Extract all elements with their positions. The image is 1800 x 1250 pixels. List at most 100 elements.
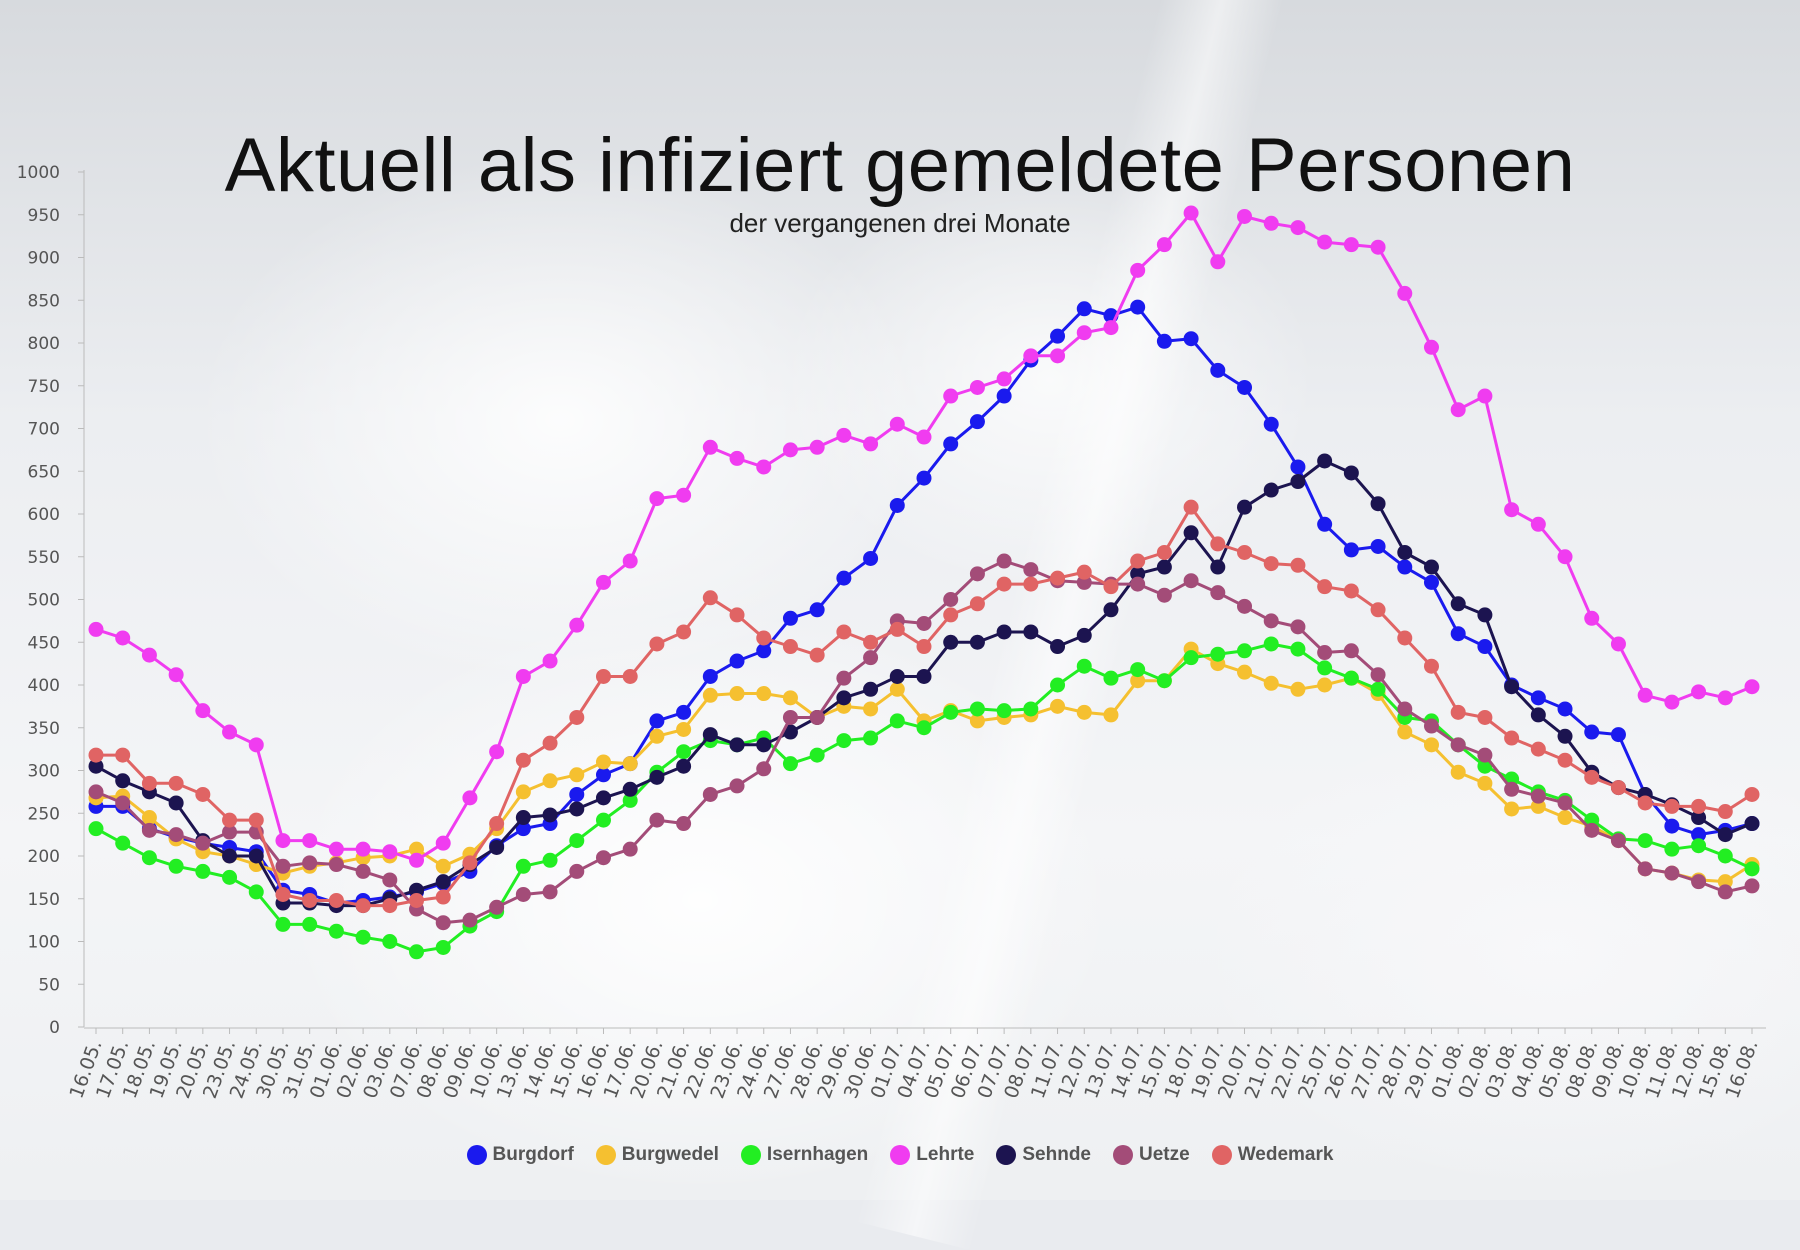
background-photo: [0, 0, 1800, 1200]
data-point: [435, 835, 451, 851]
data-point: [595, 668, 611, 684]
data-point: [542, 852, 558, 868]
data-point: [328, 841, 344, 857]
data-point: [382, 934, 398, 949]
data-point: [649, 769, 665, 785]
data-point: [1023, 624, 1039, 640]
data-point: [1530, 741, 1546, 757]
y-tick-label: 450: [28, 633, 60, 653]
data-point: [1050, 570, 1066, 586]
data-point: [622, 781, 638, 797]
y-tick-label: 550: [28, 548, 60, 568]
data-point: [1210, 254, 1226, 270]
y-tick-label: 700: [28, 420, 60, 440]
data-point: [328, 923, 344, 939]
data-point: [756, 737, 772, 753]
data-point: [569, 709, 585, 725]
data-point: [595, 767, 611, 783]
data-point: [1183, 525, 1199, 541]
data-point: [1076, 574, 1092, 590]
legend-item-burgdorf[interactable]: Burgdorf: [466, 1144, 574, 1166]
legend-marker: [595, 1145, 616, 1165]
data-point: [729, 450, 745, 466]
data-point: [676, 624, 692, 640]
data-point: [1290, 220, 1306, 236]
data-point: [115, 630, 131, 646]
data-point: [1584, 610, 1600, 626]
data-point: [1183, 331, 1199, 347]
data-point: [1156, 559, 1172, 575]
legend-item-sehnde[interactable]: Sehnde: [996, 1144, 1091, 1166]
y-tick-label: 300: [28, 762, 60, 782]
data-point: [409, 944, 425, 960]
data-point: [1397, 544, 1413, 560]
data-point: [515, 784, 531, 800]
legend-item-uetze[interactable]: Uetze: [1113, 1144, 1190, 1166]
data-point: [595, 812, 611, 828]
data-point: [1076, 627, 1092, 643]
data-point: [141, 775, 157, 791]
data-point: [1530, 690, 1546, 706]
data-point: [595, 574, 611, 590]
data-point: [542, 735, 558, 751]
data-point: [996, 624, 1012, 640]
legend-item-isernhagen[interactable]: Isernhagen: [740, 1144, 868, 1166]
data-point: [1450, 764, 1466, 780]
data-point: [1076, 658, 1092, 674]
data-point: [275, 833, 291, 849]
data-point: [355, 841, 371, 857]
data-point: [1584, 769, 1600, 785]
data-point: [1691, 684, 1707, 700]
data-point: [676, 487, 692, 503]
data-point: [302, 833, 318, 849]
data-point: [622, 553, 638, 569]
data-point: [248, 884, 264, 900]
data-point: [1610, 636, 1626, 652]
data-point: [1103, 707, 1119, 723]
data-point: [702, 687, 718, 703]
series-line: [95, 211, 1753, 862]
data-point: [836, 690, 852, 706]
data-point: [1610, 780, 1626, 796]
data-point: [1557, 701, 1573, 717]
data-point: [1103, 670, 1119, 686]
data-point: [1210, 559, 1226, 575]
data-point: [1664, 865, 1680, 881]
data-point: [595, 754, 611, 770]
data-point: [1530, 788, 1546, 804]
y-tick-label: 600: [28, 505, 60, 525]
data-point: [1423, 559, 1439, 575]
data-point: [1664, 798, 1680, 814]
data-point: [569, 801, 585, 817]
data-point: [943, 634, 959, 650]
data-point: [782, 639, 798, 655]
data-point: [969, 379, 985, 395]
series-group: [88, 205, 1760, 960]
data-point: [916, 429, 932, 445]
legend-item-lehrte[interactable]: Lehrte: [890, 1144, 974, 1166]
data-point: [1343, 583, 1359, 599]
data-point: [248, 737, 264, 753]
data-point: [1343, 465, 1359, 481]
data-point: [1450, 626, 1466, 642]
data-point: [1691, 827, 1707, 843]
data-point: [996, 371, 1012, 387]
data-point: [1156, 544, 1172, 560]
data-point: [435, 858, 451, 874]
data-point: [222, 812, 238, 828]
data-point: [1717, 848, 1733, 864]
data-point: [569, 617, 585, 633]
data-point: [542, 653, 558, 669]
legend-item-burgwedel[interactable]: Burgwedel: [595, 1144, 719, 1166]
data-point: [1183, 573, 1199, 589]
data-point: [195, 835, 211, 851]
data-point: [1637, 861, 1653, 877]
data-point: [1343, 542, 1359, 558]
legend-item-wedemark[interactable]: Wedemark: [1211, 1144, 1333, 1166]
data-point: [1450, 596, 1466, 612]
data-point: [1717, 804, 1733, 820]
data-point: [889, 621, 905, 637]
data-point: [595, 790, 611, 806]
data-point: [1423, 339, 1439, 355]
data-point: [996, 388, 1012, 404]
